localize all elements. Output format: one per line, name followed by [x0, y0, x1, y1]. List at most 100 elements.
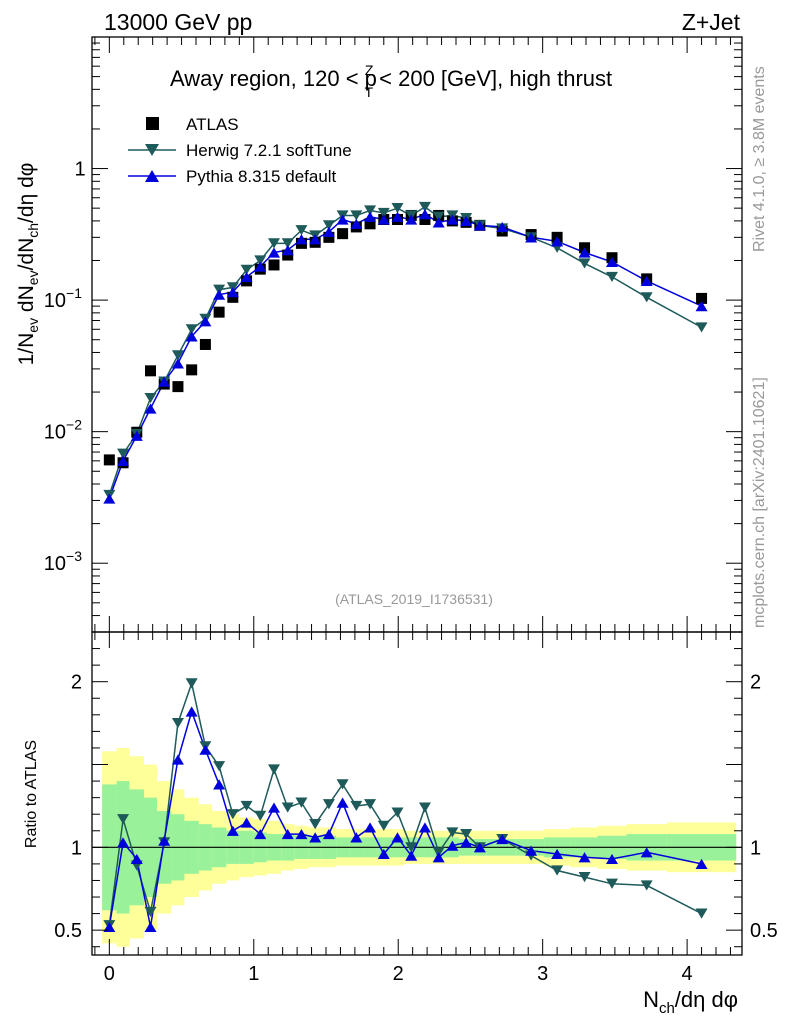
- legend-herwig-marker: [145, 144, 159, 156]
- pythia-point: [418, 209, 431, 220]
- pythia-ratio-point: [185, 706, 198, 717]
- atlas-point: [213, 306, 225, 318]
- pythia-point: [460, 215, 473, 227]
- axes: 0 1 2 3 4 10−3 10−2 10−1 1 0.5 0.5 1 1 2 2: [44, 36, 778, 985]
- pythia-ratio-point: [578, 852, 591, 863]
- atlas-point: [199, 338, 211, 350]
- herwig-point: [295, 225, 308, 236]
- pythia-point: [695, 301, 708, 312]
- pythia-point: [640, 275, 653, 286]
- herwig-ratio-point: [606, 878, 618, 889]
- herwig-ratio-point: [405, 842, 418, 853]
- herwig-ratio-point: [295, 797, 308, 808]
- ratio-ytick-label-right: 1: [750, 837, 761, 859]
- pythia-point: [496, 221, 509, 233]
- ratio-frame: [91, 631, 743, 956]
- ratio-ytick-label: 2: [71, 672, 82, 694]
- pythia-ratio-point: [391, 832, 404, 843]
- ratio-ytick-label-right: 0.5: [750, 920, 778, 942]
- pythia-ratio-point: [432, 852, 445, 863]
- ratio-ytick-label: 0.5: [54, 920, 82, 942]
- pythia-ratio-point: [158, 835, 171, 846]
- atlas-point: [227, 291, 239, 303]
- pythia-point: [606, 256, 618, 268]
- herwig-ratio-point: [336, 779, 349, 790]
- atlas-point: [323, 231, 335, 243]
- xtick-label: 1: [248, 963, 259, 985]
- herwig-point: [322, 220, 335, 231]
- herwig-point: [377, 207, 390, 219]
- herwig-point: [640, 292, 653, 303]
- pythia-point: [254, 261, 267, 272]
- herwig-ratio-point: [418, 802, 431, 813]
- pythia-point: [391, 211, 404, 222]
- pythia-point: [473, 220, 486, 231]
- atlas-point: [419, 213, 431, 225]
- herwig-ratio-point: [226, 809, 239, 820]
- herwig-ratio-point: [460, 828, 473, 840]
- rivet-label: Rivet 4.1.0, ≥ 3.8M events: [751, 66, 768, 252]
- herwig-point: [240, 264, 253, 275]
- pythia-point: [185, 331, 198, 342]
- xtick-label: 4: [682, 963, 693, 985]
- herwig-ratio-point: [185, 678, 198, 689]
- pythia-ratio-point: [103, 921, 116, 932]
- pythia-ratio-point: [606, 853, 618, 865]
- herwig-point: [432, 211, 445, 222]
- header-left: 13000 GeV pp: [104, 9, 252, 35]
- herwig-ratio-point: [309, 819, 322, 830]
- legend-atlas-marker: [146, 117, 159, 130]
- herwig-point: [350, 210, 363, 221]
- pythia-point: [578, 247, 591, 258]
- pythia-ratio-point: [240, 817, 253, 828]
- pythia-point: [199, 316, 212, 327]
- pythia-ratio-point: [171, 754, 184, 765]
- herwig-ratio-point: [240, 800, 253, 812]
- herwig-line: [108, 206, 702, 496]
- herwig-ratio-point: [551, 865, 564, 876]
- herwig-ratio-point: [391, 807, 404, 818]
- atlas-point: [696, 292, 708, 304]
- pythia-point: [103, 493, 116, 504]
- herwig-point: [391, 203, 404, 214]
- herwig-ratio-point: [281, 802, 294, 813]
- herwig-point: [144, 392, 157, 404]
- pythia-ratio-point: [213, 779, 226, 790]
- herwig-ratio-point: [117, 814, 130, 825]
- pythia-ratio-point: [226, 825, 239, 836]
- pythia-ratio-point: [281, 828, 294, 840]
- pythia-point: [446, 214, 459, 225]
- analysis-id: (ATLAS_2019_I1736531): [335, 591, 493, 607]
- herwig-point: [281, 238, 294, 249]
- pythia-ratio-point: [350, 832, 363, 843]
- herwig-ratio-point: [578, 872, 591, 883]
- main-ytick-label: 1: [74, 159, 85, 181]
- pythia-point: [171, 358, 184, 369]
- pythia-point: [336, 214, 349, 225]
- herwig-point: [117, 448, 130, 459]
- pythia-ratio-point: [473, 842, 486, 853]
- herwig-ratio-point: [350, 800, 363, 812]
- pythia-point: [158, 376, 171, 387]
- pythia-point: [322, 226, 335, 237]
- pythia-point: [405, 214, 418, 225]
- pythia-ratio-point: [199, 744, 212, 755]
- pythia-ratio-point: [695, 858, 708, 869]
- atlas-point: [364, 218, 376, 230]
- pythia-point: [525, 232, 538, 243]
- herwig-point: [364, 205, 377, 216]
- pythia-ratio-point: [405, 850, 418, 861]
- pythia-ratio-point: [336, 797, 349, 808]
- ratio-ytick-label: 1: [71, 837, 82, 859]
- pythia-point: [551, 236, 564, 247]
- pythia-point: [377, 214, 390, 225]
- pythia-point: [281, 244, 294, 256]
- legend-herwig-label: Herwig 7.2.1 softTune: [186, 141, 352, 160]
- pythia-ratio-point: [640, 847, 653, 858]
- main-ylabel: 1/Nev dNev/dNch/dη dφ: [15, 163, 41, 366]
- xtick-label: 2: [393, 963, 404, 985]
- herwig-ratio-point: [364, 799, 377, 810]
- atlas-point: [186, 364, 198, 376]
- main-ytick-label: 10−1: [44, 285, 82, 312]
- pythia-ratio-point: [322, 828, 335, 840]
